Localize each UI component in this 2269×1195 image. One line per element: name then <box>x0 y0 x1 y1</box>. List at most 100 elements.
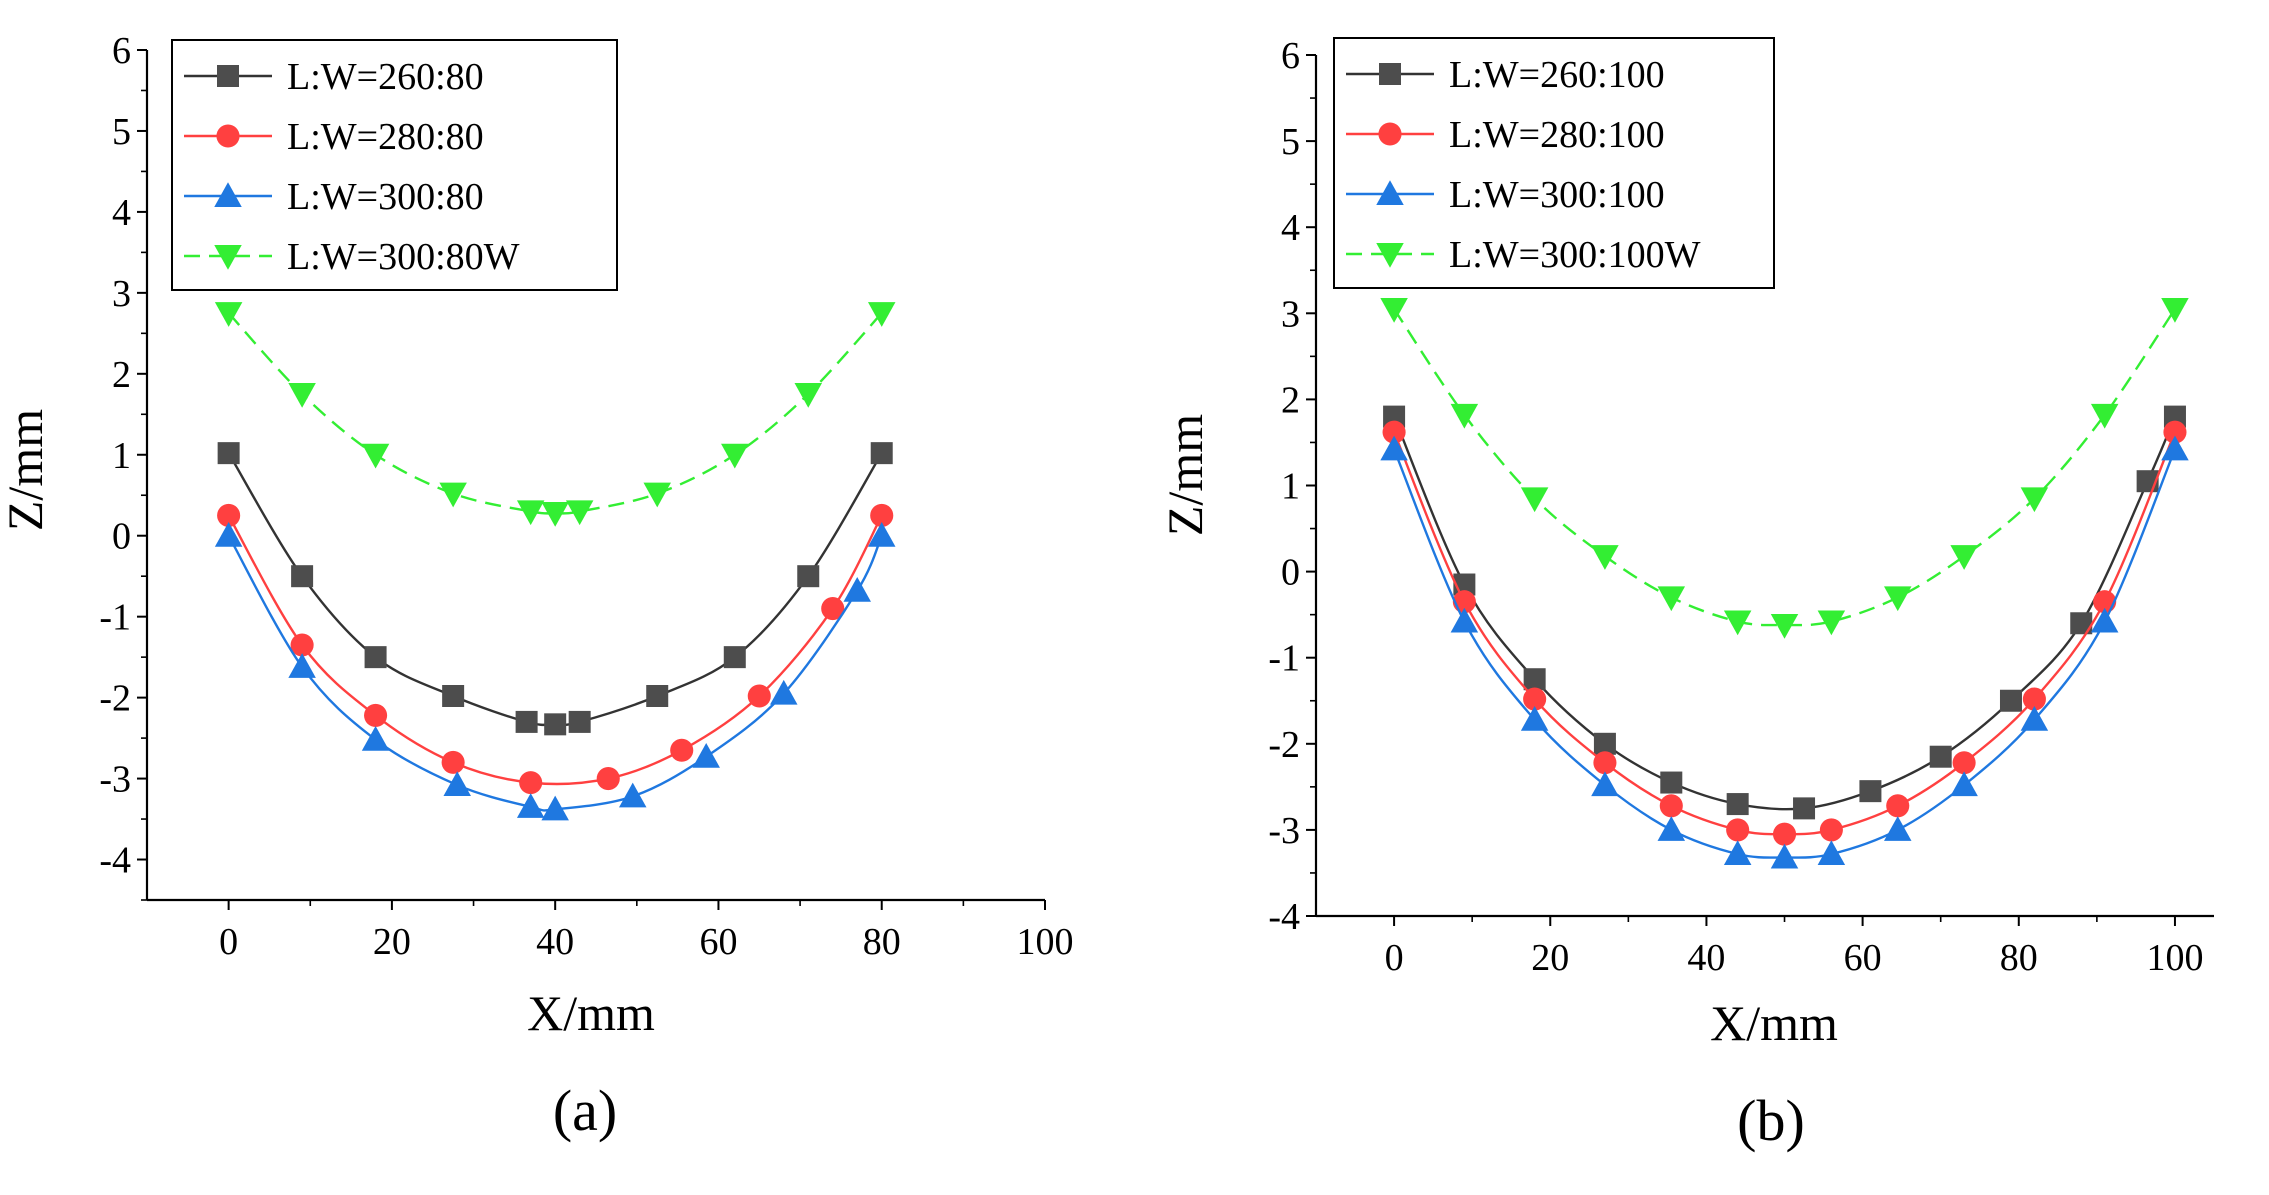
chart-b-data-point <box>1593 751 1617 775</box>
chart-a-series-1 <box>217 442 893 736</box>
chart-a-x-tick-label: 0 <box>219 921 238 963</box>
chart-a-data-point <box>443 771 471 797</box>
chart-a-series-3 <box>214 521 896 821</box>
chart-b-legend-marker <box>1378 122 1402 146</box>
chart-a-y-tick-label: 1 <box>112 435 131 477</box>
chart-b-data-point <box>2020 705 2049 731</box>
chart-a-data-point <box>214 521 243 547</box>
chart-a-data-point <box>361 725 390 751</box>
chart-b-data-point <box>1819 818 1843 842</box>
chart-a-data-point <box>439 482 467 508</box>
chart-a-panel-label: (a) <box>553 1078 617 1143</box>
chart-a-legend-marker <box>216 124 240 148</box>
chart-b-data-point <box>2020 487 2049 513</box>
chart-b-data-point <box>1450 607 1479 633</box>
chart-a-data-point <box>442 685 465 707</box>
chart-b-data-point <box>2070 612 2093 635</box>
chart-a-y-tick-label: -1 <box>99 597 131 639</box>
chart-b-legend-box <box>1333 37 1775 289</box>
chart-b-series-1 <box>1383 405 2186 820</box>
chart-a-data-point <box>596 767 620 791</box>
chart-b-legend-marker <box>1376 243 1404 268</box>
chart-b-legend-label: L:W=280:100 <box>1449 114 1665 156</box>
chart-b-data-point <box>1886 794 1910 818</box>
chart-b-legend-label: L:W=300:100W <box>1449 234 1701 276</box>
chart-b-data-point <box>1793 797 1816 820</box>
chart-b-x-tick-label: 60 <box>1844 937 1882 979</box>
chart-b-x-tick-label: 0 <box>1385 937 1404 979</box>
chart-a-series-line <box>227 514 883 786</box>
chart-b-data-point <box>1520 487 1549 513</box>
chart-a-y-tick-label: 3 <box>112 273 131 315</box>
chart-b-y-tick-label: 0 <box>1281 552 1300 594</box>
chart-a-data-point <box>643 482 671 508</box>
chart-a-x-tick-label: 60 <box>699 921 737 963</box>
chart-b-y-tick-label: 1 <box>1281 466 1300 508</box>
chart-b-legend: L:W=260:100 L:W=280:100 L:W=300:100 L:W=300… <box>1333 37 1775 289</box>
chart-b-panel-label: (b) <box>1737 1088 1805 1153</box>
chart-a-y-tick-label: -2 <box>99 678 131 720</box>
chart-b-data-point <box>1950 771 1978 797</box>
chart-a-data-point <box>291 565 314 588</box>
chart-b-data-point <box>2090 607 2119 633</box>
chart-b-x-tick-label: 40 <box>1687 937 1725 979</box>
chart-b-data-point <box>1382 420 1406 444</box>
chart-a-data-point <box>361 443 390 469</box>
chart-b-data-point <box>2161 297 2189 323</box>
chart-a-y-tick-label: 2 <box>112 354 131 396</box>
chart-b-data-point <box>1772 822 1797 846</box>
chart-b-data-point <box>1929 745 1952 768</box>
chart-b-data-point <box>2161 435 2189 461</box>
chart-a-x-tick-label: 20 <box>373 921 411 963</box>
chart-a-data-point <box>770 679 798 705</box>
chart-b-y-tick-label: 5 <box>1281 121 1300 163</box>
chart-b-data-point <box>1657 816 1686 841</box>
chart-b-data-point <box>2022 687 2046 711</box>
chart-a-legend-label: L:W=300:80 <box>287 176 484 218</box>
chart-a-data-point <box>217 503 241 528</box>
chart-a-x-tick-label: 100 <box>1017 921 1074 963</box>
chart-a-data-point <box>721 443 749 469</box>
chart-a-svg: 6 5 4 3 2 1 0 -1 -2 -3 -4 0 20 40 60 80 100 X/mm Z/mm L:W=2… <box>0 30 1074 1143</box>
chart-a-legend-label: L:W=260:80 <box>287 56 484 98</box>
chart-a-legend-label: L:W=280:80 <box>287 116 484 158</box>
chart-b-data-point <box>1770 843 1799 869</box>
chart-b-series-3 <box>1380 435 2189 869</box>
chart-a-data-point <box>646 685 669 707</box>
chart-a-data-point <box>568 710 591 733</box>
chart-a-legend-label: L:W=300:80W <box>287 236 520 278</box>
chart-b-data-point <box>1883 816 1912 841</box>
chart-a-data-point <box>441 750 465 774</box>
chart-b-data-point <box>1380 435 1408 461</box>
chart-b-legend-label: L:W=300:100 <box>1449 174 1665 216</box>
chart-a-y-tick-label: -3 <box>99 759 131 801</box>
chart-a-data-point <box>565 500 594 526</box>
chart-b-x-tick-label: 100 <box>2146 937 2203 979</box>
chart-a-legend-marker <box>214 245 242 270</box>
chart-a-data-point <box>516 793 545 818</box>
chart-b-data-point <box>1883 586 1912 612</box>
chart-a-data-point <box>364 646 387 669</box>
chart-a-data-point <box>723 646 746 669</box>
chart-b-data-point <box>1726 793 1749 816</box>
chart-a-data-point <box>541 502 569 527</box>
chart-a-data-point <box>747 684 771 708</box>
chart-b-y-tick-label: -3 <box>1268 810 1300 852</box>
chart-a-series-2 <box>217 503 894 795</box>
chart-b-y-tick-label: -1 <box>1268 638 1300 680</box>
chart-a-y-tick-label: 0 <box>112 516 131 558</box>
chart-b-data-point <box>1659 794 1683 818</box>
chart-b-series-line <box>1392 416 2177 811</box>
chart-b-y-tick-label: 4 <box>1281 207 1300 249</box>
chart-a-x-tick-label: 80 <box>863 921 901 963</box>
chart-a-data-point <box>797 565 820 588</box>
chart-b-x-tick-label: 20 <box>1531 937 1569 979</box>
chart-a-data-point <box>214 302 243 327</box>
chart-b-y-tick-label: 6 <box>1281 35 1300 77</box>
chart-a-y-tick-label: 6 <box>112 30 131 72</box>
chart-a-y-tick-label: 5 <box>112 111 131 153</box>
chart-b-svg: 6 5 4 3 2 1 0 -1 -2 -3 -4 0 20 40 60 80 100 X/mm Z/mm L:W=2… <box>1157 35 2214 1153</box>
chart-b-data-point <box>1817 610 1846 636</box>
chart-b-data-point <box>1657 586 1686 612</box>
chart-a-data-point <box>288 653 316 678</box>
